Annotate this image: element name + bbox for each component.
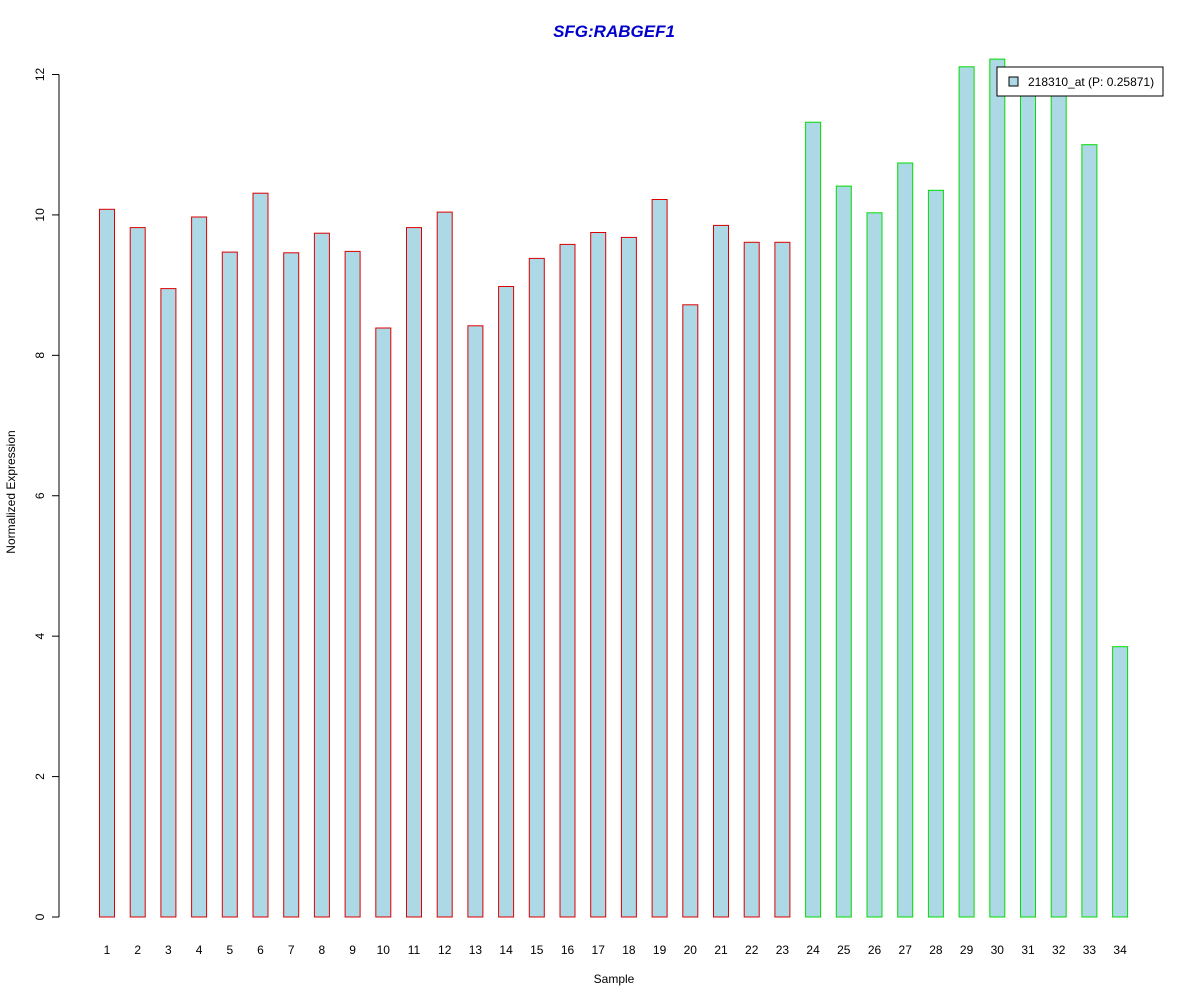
- x-tick-label: 19: [653, 943, 667, 957]
- x-tick-label: 15: [530, 943, 544, 957]
- bar-sample-16: [559, 243, 576, 918]
- x-tick-label: 7: [288, 943, 295, 957]
- x-tick-label: 26: [868, 943, 882, 957]
- x-tick-label: 12: [438, 943, 452, 957]
- x-tick-label: 10: [377, 943, 391, 957]
- x-tick-label: 13: [469, 943, 483, 957]
- bar-sample-26: [866, 212, 883, 918]
- bar-sample-12: [436, 211, 453, 918]
- y-tick-label: 12: [33, 68, 47, 82]
- x-tick-label: 20: [684, 943, 698, 957]
- x-tick-label: 28: [929, 943, 943, 957]
- bar-sample-20: [682, 304, 699, 918]
- y-tick-label: 0: [33, 913, 47, 920]
- x-tick-label: 1: [104, 943, 111, 957]
- bar-sample-9: [344, 250, 361, 918]
- bar-sample-10: [375, 327, 392, 918]
- bar-sample-27: [897, 162, 914, 918]
- x-tick-label: 29: [960, 943, 974, 957]
- bar-sample-11: [406, 227, 422, 918]
- x-tick-label: 3: [165, 943, 172, 957]
- x-tick-label: 33: [1083, 943, 1097, 957]
- y-axis: 0 2 4 6 8 10 12: [33, 68, 60, 920]
- y-axis-label: Normalized Expression: [4, 430, 18, 553]
- x-tick-label: 16: [561, 943, 575, 957]
- bar-sample-34: [1112, 646, 1129, 918]
- x-tick-label: 23: [776, 943, 790, 957]
- x-tick-label: 17: [592, 943, 606, 957]
- bar-sample-2: [129, 227, 146, 918]
- x-tick-label: 34: [1113, 943, 1127, 957]
- bar-sample-28: [927, 189, 944, 918]
- bar-sample-23: [774, 241, 791, 918]
- x-tick-label: 30: [991, 943, 1005, 957]
- bar-sample-33: [1081, 144, 1098, 918]
- x-tick-label: 24: [806, 943, 820, 957]
- x-tick-label: 6: [257, 943, 264, 957]
- x-tick-label: 14: [499, 943, 513, 957]
- bar-sample-24: [805, 121, 822, 918]
- x-tick-label: 21: [714, 943, 728, 957]
- bar-sample-4: [191, 216, 208, 918]
- bar-sample-17: [590, 232, 607, 918]
- y-tick-label: 2: [33, 773, 47, 780]
- bar-sample-29: [958, 66, 975, 918]
- bar-sample-7: [283, 252, 300, 918]
- x-tick-label: 22: [745, 943, 759, 957]
- bar-sample-22: [743, 241, 760, 918]
- bars: [99, 58, 1129, 918]
- bar-sample-18: [620, 236, 637, 918]
- legend-swatch: [1008, 76, 1019, 87]
- legend-box: [996, 66, 1164, 97]
- chart-title: SFG:RABGEF1: [553, 22, 675, 41]
- bar-sample-6: [252, 192, 269, 918]
- x-tick-label: 2: [134, 943, 141, 957]
- x-tick-label: 25: [837, 943, 851, 957]
- bar-sample-14: [498, 286, 515, 918]
- bar-sample-13: [467, 325, 484, 918]
- bar-sample-32: [1050, 93, 1067, 918]
- x-tick-label: 8: [319, 943, 326, 957]
- bar-sample-5: [221, 251, 238, 918]
- x-tick-label: 32: [1052, 943, 1066, 957]
- bar-sample-1: [99, 208, 115, 918]
- y-tick-label: 6: [33, 492, 47, 499]
- bar-sample-8: [313, 232, 330, 918]
- bar-sample-19: [651, 199, 668, 918]
- x-tick-labels: 1 2 3 4 5 6 7 8 9 10 11 12 13 14 15 16 17 18 19 20 21 22 23 24 2…: [104, 943, 1127, 957]
- x-tick-label: 18: [622, 943, 636, 957]
- x-axis-label: Sample: [594, 972, 635, 986]
- bar-sample-3: [160, 288, 177, 918]
- y-tick-label: 10: [33, 208, 47, 222]
- legend: 218310_at (P: 0.25871): [996, 66, 1164, 97]
- bar-sample-21: [713, 224, 729, 918]
- y-tick-label: 4: [33, 633, 47, 640]
- bar-sample-31: [1020, 93, 1036, 918]
- bar-sample-25: [835, 185, 852, 918]
- x-tick-label: 4: [196, 943, 203, 957]
- x-tick-label: 31: [1021, 943, 1035, 957]
- x-tick-label: 9: [349, 943, 356, 957]
- x-tick-label: 5: [226, 943, 233, 957]
- x-tick-label: 27: [899, 943, 913, 957]
- bar-sample-15: [528, 257, 545, 918]
- x-tick-label: 11: [408, 943, 421, 957]
- bar-sample-30: [989, 58, 1006, 918]
- y-tick-label: 8: [33, 352, 47, 359]
- legend-label: 218310_at (P: 0.25871): [1028, 75, 1154, 89]
